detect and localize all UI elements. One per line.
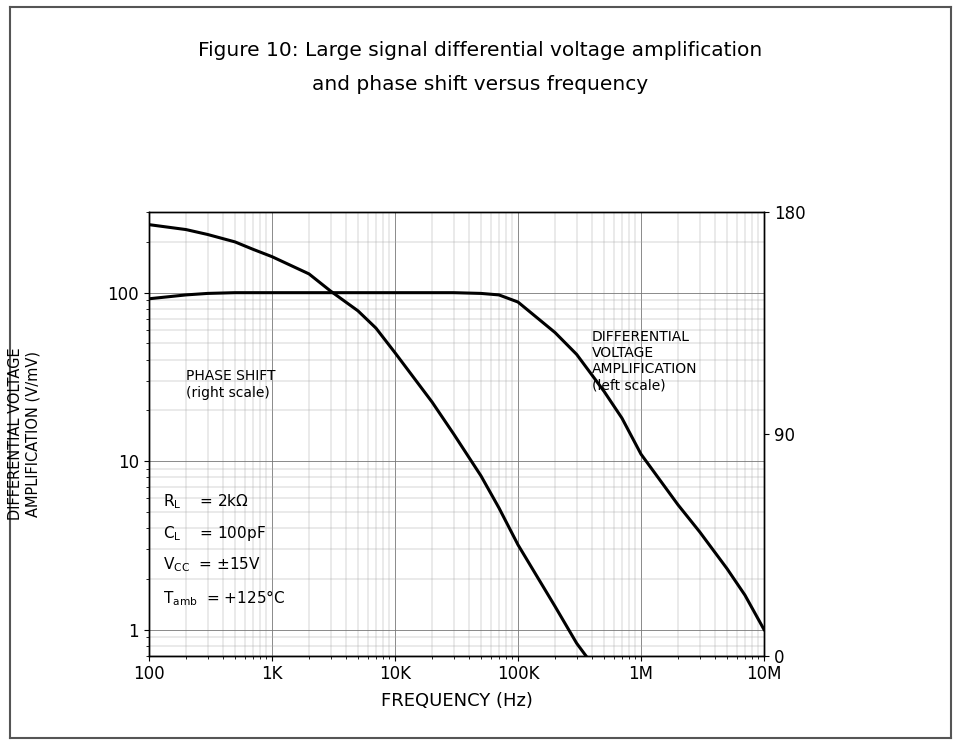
- X-axis label: FREQUENCY (Hz): FREQUENCY (Hz): [381, 691, 532, 710]
- Text: Figure 10: Large signal differential voltage amplification: Figure 10: Large signal differential vol…: [198, 41, 763, 60]
- Text: PHASE SHIFT
(right scale): PHASE SHIFT (right scale): [186, 370, 276, 399]
- Text: DIFFERENTIAL VOLTAGE
AMPLIFICATION (V/mV): DIFFERENTIAL VOLTAGE AMPLIFICATION (V/mV…: [8, 348, 40, 520]
- Text: and phase shift versus frequency: and phase shift versus frequency: [312, 74, 649, 94]
- Text: DIFFERENTIAL
VOLTAGE
AMPLIFICATION
(left scale): DIFFERENTIAL VOLTAGE AMPLIFICATION (left…: [592, 330, 698, 393]
- Text: R$_\mathregular{L}$    = 2k$\Omega$
C$_\mathregular{L}$    = 100pF
V$_\mathregul: R$_\mathregular{L}$ = 2k$\Omega$ C$_\mat…: [163, 492, 285, 608]
